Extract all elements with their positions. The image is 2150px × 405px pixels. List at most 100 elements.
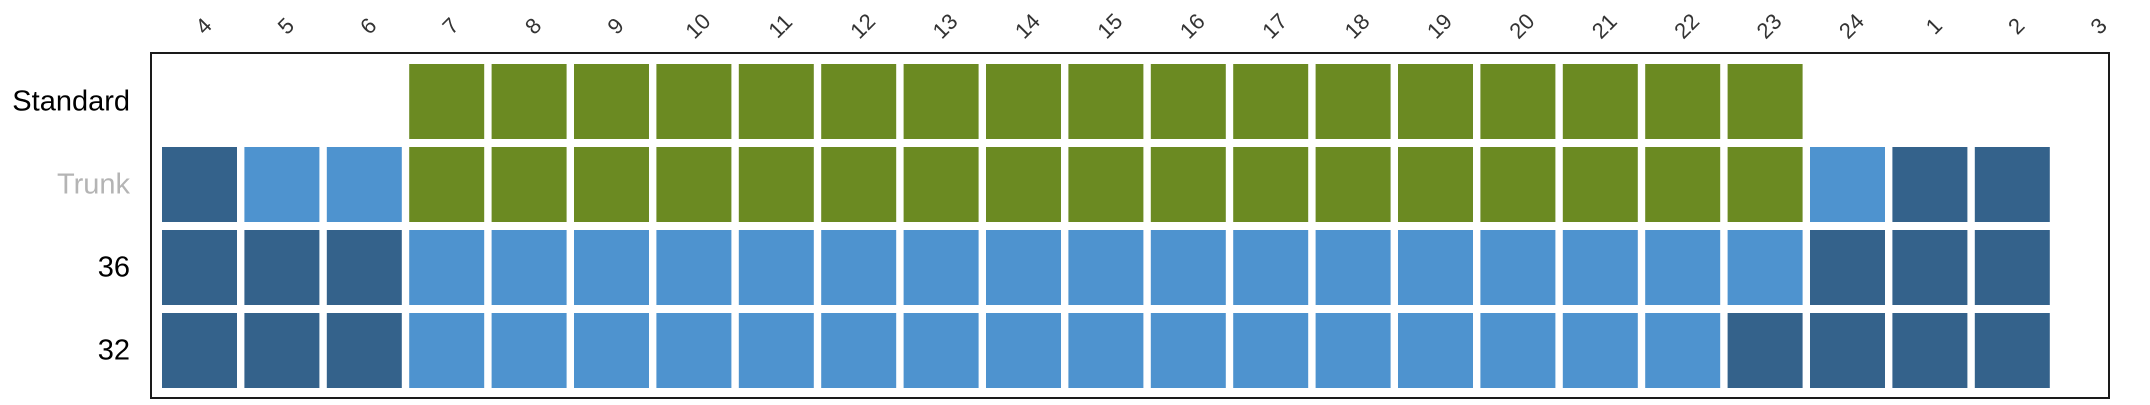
column-label-15: 15 <box>1092 9 1127 44</box>
cell-36-19 <box>1398 230 1473 305</box>
cell-standard-10 <box>656 64 732 139</box>
column-label-17: 17 <box>1257 9 1292 44</box>
column-label-24: 24 <box>1834 9 1869 44</box>
cell-36-24 <box>1810 230 1885 305</box>
column-label-1: 1 <box>1921 13 1947 39</box>
cell-trunk-6 <box>326 147 402 222</box>
row-label-36: 36 <box>98 252 130 284</box>
cell-32-20 <box>1480 313 1556 388</box>
heatmap-cells <box>162 64 2050 388</box>
cell-36-14 <box>986 230 1061 305</box>
column-label-2: 2 <box>2003 13 2029 39</box>
column-label-4: 4 <box>190 13 216 39</box>
cell-standard-11 <box>738 64 814 139</box>
cell-standard-14 <box>986 64 1061 139</box>
column-label-22: 22 <box>1669 9 1704 44</box>
cell-trunk-18 <box>1315 147 1391 222</box>
cell-32-14 <box>986 313 1061 388</box>
column-label-20: 20 <box>1504 9 1539 44</box>
cell-standard-15 <box>1068 64 1144 139</box>
cell-trunk-23 <box>1727 147 1803 222</box>
cell-36-1 <box>1892 230 1968 305</box>
column-label-21: 21 <box>1587 9 1622 44</box>
cell-standard-9 <box>574 64 649 139</box>
cell-trunk-8 <box>491 147 567 222</box>
column-label-16: 16 <box>1175 9 1210 44</box>
cell-36-11 <box>738 230 814 305</box>
column-label-13: 13 <box>928 9 963 44</box>
cell-32-19 <box>1398 313 1473 388</box>
cell-standard-17 <box>1233 64 1309 139</box>
row-label-trunk: Trunk <box>57 169 131 201</box>
cell-36-12 <box>821 230 897 305</box>
cell-36-20 <box>1480 230 1556 305</box>
column-label-8: 8 <box>520 13 546 39</box>
cell-32-2 <box>1974 313 2050 388</box>
row-label-standard: Standard <box>12 86 130 118</box>
cell-trunk-15 <box>1068 147 1144 222</box>
cell-32-18 <box>1315 313 1391 388</box>
cell-standard-8 <box>491 64 567 139</box>
cell-trunk-13 <box>903 147 979 222</box>
cell-36-4 <box>162 230 237 305</box>
cell-36-2 <box>1974 230 2050 305</box>
cell-36-10 <box>656 230 732 305</box>
cell-standard-19 <box>1398 64 1473 139</box>
cell-32-13 <box>903 313 979 388</box>
cell-32-16 <box>1150 313 1226 388</box>
cell-32-7 <box>409 313 485 388</box>
cell-32-15 <box>1068 313 1144 388</box>
cell-36-9 <box>574 230 649 305</box>
cell-trunk-16 <box>1150 147 1226 222</box>
plot-frame <box>150 52 2110 399</box>
column-label-12: 12 <box>845 9 880 44</box>
cell-trunk-9 <box>574 147 649 222</box>
cell-trunk-12 <box>821 147 897 222</box>
cell-standard-21 <box>1562 64 1638 139</box>
cell-32-12 <box>821 313 897 388</box>
cell-36-22 <box>1645 230 1721 305</box>
cell-trunk-4 <box>162 147 237 222</box>
cell-trunk-2 <box>1974 147 2050 222</box>
cell-trunk-5 <box>244 147 320 222</box>
cell-36-8 <box>491 230 567 305</box>
cell-trunk-20 <box>1480 147 1556 222</box>
column-label-5: 5 <box>273 13 299 39</box>
cell-36-16 <box>1150 230 1226 305</box>
cell-32-17 <box>1233 313 1309 388</box>
cell-32-11 <box>738 313 814 388</box>
cell-32-10 <box>656 313 732 388</box>
cell-trunk-24 <box>1810 147 1885 222</box>
row-labels: Standard Trunk 36 32 <box>12 86 130 367</box>
cell-trunk-1 <box>1892 147 1968 222</box>
cell-trunk-14 <box>986 147 1061 222</box>
column-label-9: 9 <box>602 13 628 39</box>
cell-32-1 <box>1892 313 1968 388</box>
cell-32-5 <box>244 313 320 388</box>
cell-36-21 <box>1562 230 1638 305</box>
cell-standard-20 <box>1480 64 1556 139</box>
cell-trunk-17 <box>1233 147 1309 222</box>
cell-standard-7 <box>409 64 485 139</box>
cell-32-24 <box>1810 313 1885 388</box>
column-label-6: 6 <box>355 13 381 39</box>
cell-36-17 <box>1233 230 1309 305</box>
cell-trunk-19 <box>1398 147 1473 222</box>
cell-32-21 <box>1562 313 1638 388</box>
cell-32-6 <box>326 313 402 388</box>
column-label-14: 14 <box>1010 9 1045 44</box>
column-label-18: 18 <box>1340 9 1375 44</box>
cell-32-9 <box>574 313 649 388</box>
cell-32-22 <box>1645 313 1721 388</box>
column-label-11: 11 <box>763 9 797 43</box>
cell-trunk-11 <box>738 147 814 222</box>
cell-trunk-21 <box>1562 147 1638 222</box>
column-label-7: 7 <box>438 13 464 39</box>
cell-standard-16 <box>1150 64 1226 139</box>
cell-standard-23 <box>1727 64 1803 139</box>
cell-32-4 <box>162 313 237 388</box>
column-label-23: 23 <box>1752 9 1787 44</box>
column-labels: 4 5 6 7 8 9 10 11 12 13 14 15 16 17 18 19 20 21 22 23 24 1 2 3 <box>190 9 2112 44</box>
